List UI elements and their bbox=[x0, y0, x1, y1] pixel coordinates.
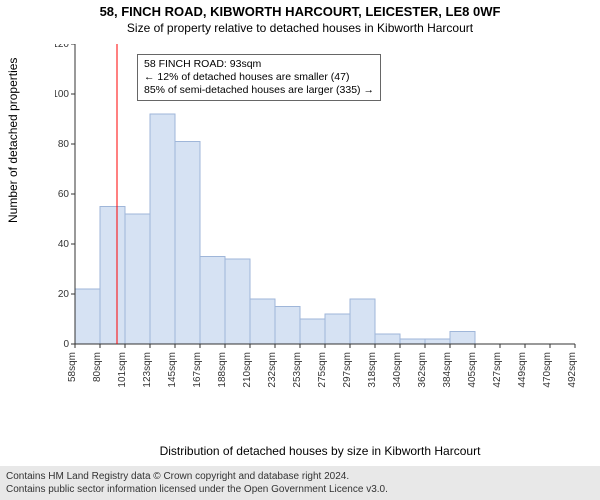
footer-line-2: Contains public sector information licen… bbox=[6, 483, 594, 496]
x-tick-label: 297sqm bbox=[342, 352, 353, 388]
x-tick-label: 449sqm bbox=[517, 352, 528, 388]
x-tick-label: 384sqm bbox=[442, 352, 453, 388]
histogram-bar bbox=[75, 289, 100, 344]
x-tick-label: 210sqm bbox=[242, 352, 253, 388]
x-tick-label: 340sqm bbox=[392, 352, 403, 388]
x-tick-label: 101sqm bbox=[117, 352, 128, 388]
histogram-bar bbox=[100, 207, 125, 345]
annotation-line-2: ← 12% of detached houses are smaller (47… bbox=[144, 71, 374, 84]
chart-subtitle: Size of property relative to detached ho… bbox=[0, 19, 600, 35]
chart-area: 0 20 40 60 80 100 120 58sqm 80sqm 101sqm 123sqm 145… bbox=[55, 44, 585, 404]
figure-container: 58, FINCH ROAD, KIBWORTH HARCOURT, LEICE… bbox=[0, 0, 600, 500]
histogram-bar bbox=[400, 339, 425, 344]
histogram-bar bbox=[200, 257, 225, 345]
svg-text:40: 40 bbox=[58, 239, 70, 250]
footer-attribution: Contains HM Land Registry data © Crown c… bbox=[0, 466, 600, 500]
histogram-bar bbox=[350, 299, 375, 344]
histogram-bar bbox=[250, 299, 275, 344]
x-tick-label: 318sqm bbox=[367, 352, 378, 388]
histogram-bar bbox=[450, 332, 475, 345]
annotation-line-3: 85% of semi-detached houses are larger (… bbox=[144, 84, 374, 97]
annotation-line-1: 58 FINCH ROAD: 93sqm bbox=[144, 58, 374, 71]
histogram-bar bbox=[275, 307, 300, 345]
histogram-bar bbox=[425, 339, 450, 344]
x-tick-label: 232sqm bbox=[267, 352, 278, 388]
svg-text:120: 120 bbox=[55, 44, 69, 50]
x-tick-label: 145sqm bbox=[167, 352, 178, 388]
svg-text:20: 20 bbox=[58, 289, 70, 300]
x-axis-label: Distribution of detached houses by size … bbox=[55, 444, 585, 458]
x-tick-label: 405sqm bbox=[467, 352, 478, 388]
y-axis-label: Number of detached properties bbox=[6, 58, 20, 223]
histogram-bar bbox=[175, 142, 200, 345]
chart-title: 58, FINCH ROAD, KIBWORTH HARCOURT, LEICE… bbox=[0, 0, 600, 19]
svg-text:100: 100 bbox=[55, 89, 69, 100]
histogram-bar bbox=[225, 259, 250, 344]
x-tick-label: 492sqm bbox=[567, 352, 578, 388]
x-tick-label: 58sqm bbox=[67, 352, 78, 382]
x-tick-label: 275sqm bbox=[317, 352, 328, 388]
svg-text:80: 80 bbox=[58, 139, 70, 150]
svg-text:60: 60 bbox=[58, 189, 70, 200]
x-tick-label: 123sqm bbox=[142, 352, 153, 388]
histogram-bar bbox=[300, 319, 325, 344]
x-tick-label: 188sqm bbox=[217, 352, 228, 388]
x-tick-label: 427sqm bbox=[492, 352, 503, 388]
histogram-bar bbox=[150, 114, 175, 344]
histogram-bar bbox=[125, 214, 150, 344]
footer-line-1: Contains HM Land Registry data © Crown c… bbox=[6, 470, 594, 483]
histogram-bar bbox=[325, 314, 350, 344]
x-tick-label: 470sqm bbox=[542, 352, 553, 388]
svg-text:0: 0 bbox=[63, 339, 69, 350]
x-tick-label: 253sqm bbox=[292, 352, 303, 388]
histogram-bar bbox=[375, 334, 400, 344]
x-tick-label: 362sqm bbox=[417, 352, 428, 388]
x-tick-label: 167sqm bbox=[192, 352, 203, 388]
annotation-box: 58 FINCH ROAD: 93sqm ← 12% of detached h… bbox=[137, 54, 381, 101]
x-tick-label: 80sqm bbox=[92, 352, 103, 382]
